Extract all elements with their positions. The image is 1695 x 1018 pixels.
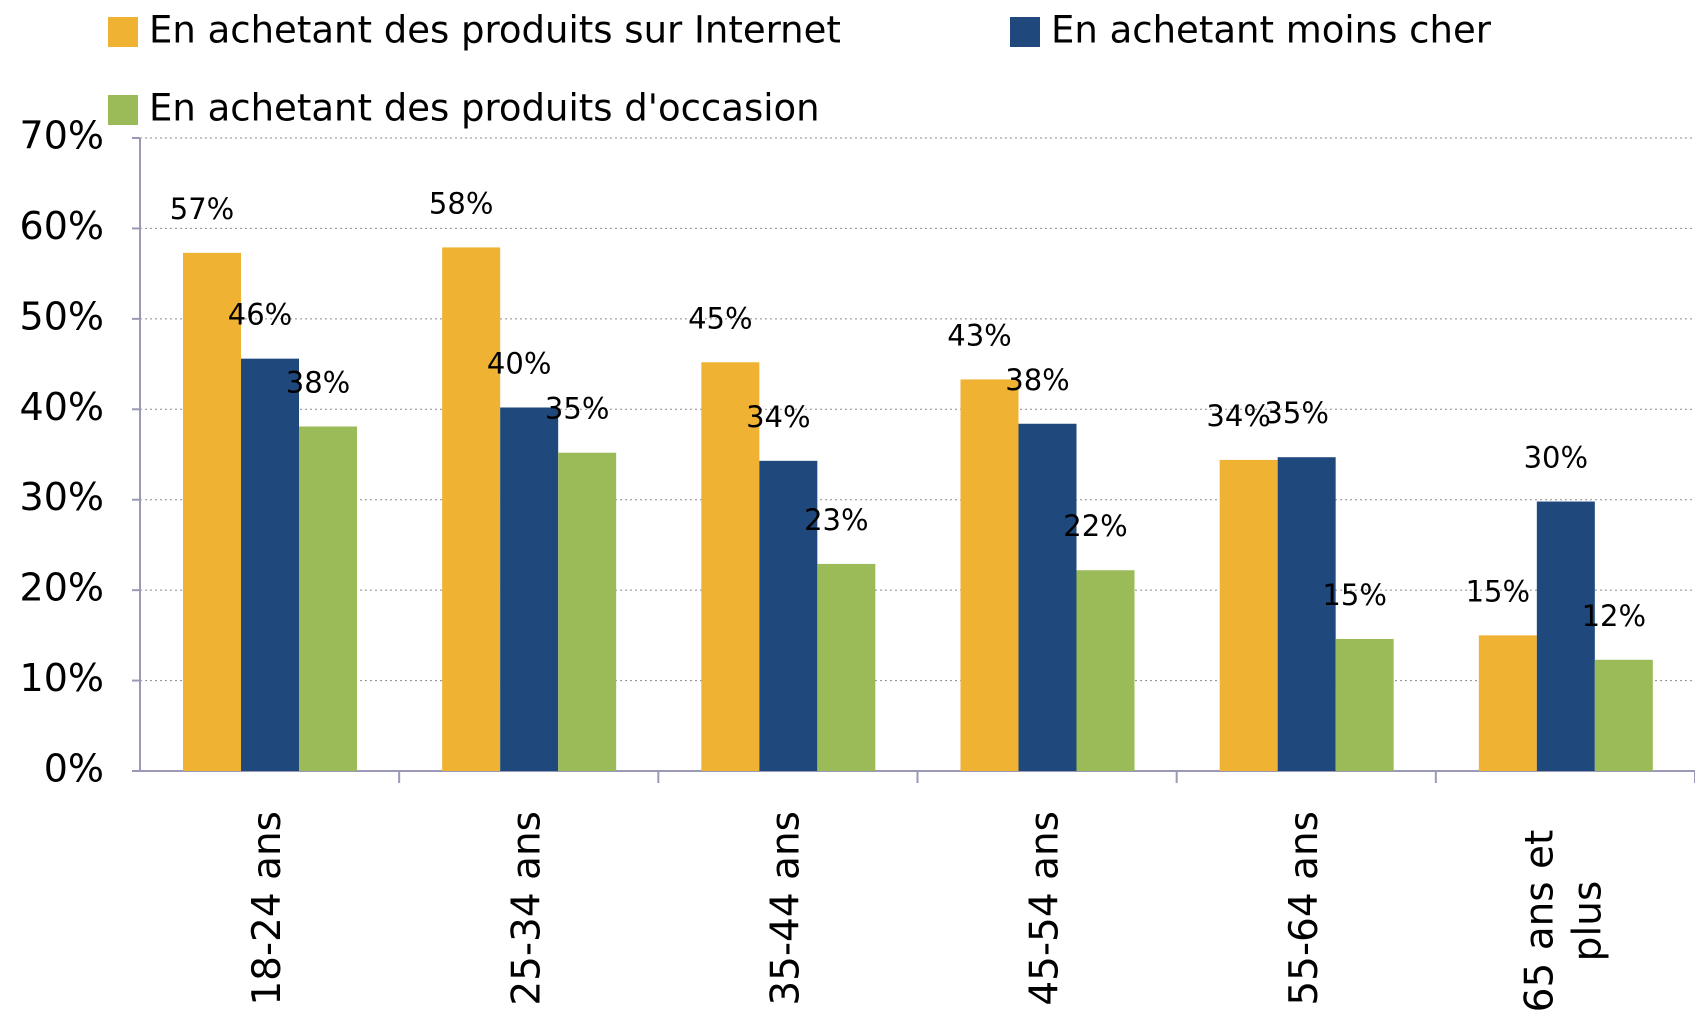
- y-tick-label: 0%: [44, 747, 104, 791]
- bar: [960, 379, 1019, 771]
- x-tick-label: 35-44 ans: [763, 811, 808, 1006]
- bar: [500, 407, 559, 771]
- bar: [183, 252, 241, 771]
- bar: [1076, 570, 1135, 771]
- data-label: 40%: [487, 346, 551, 380]
- x-tick-label: 65 ans etplus: [1517, 830, 1610, 1013]
- x-tick-label: 25-34 ans: [504, 811, 549, 1006]
- data-label: 15%: [1466, 574, 1530, 608]
- data-label: 30%: [1524, 441, 1588, 475]
- data-label: 45%: [688, 301, 752, 335]
- bar: [701, 362, 760, 771]
- data-label: 43%: [947, 318, 1011, 352]
- data-label: 58%: [429, 186, 493, 220]
- legend-label: En achetant des produits sur Internet: [149, 9, 841, 52]
- bar: [817, 563, 876, 771]
- bar: [1219, 459, 1278, 771]
- data-label: 57%: [170, 192, 234, 226]
- y-tick-label: 10%: [20, 656, 104, 700]
- legend-label: En achetant moins cher: [1051, 9, 1492, 52]
- bar: [241, 358, 299, 771]
- y-tick-label: 40%: [20, 385, 104, 429]
- bar: [1594, 659, 1653, 771]
- data-label: 35%: [1264, 396, 1328, 430]
- bar: [558, 452, 617, 771]
- y-tick-label: 30%: [20, 475, 104, 519]
- bar: [1478, 635, 1537, 771]
- data-label: 15%: [1322, 578, 1386, 612]
- legend-swatch: [108, 17, 138, 47]
- x-tick-label: 45-54 ans: [1023, 811, 1068, 1006]
- bar: [1536, 501, 1595, 771]
- data-label: 34%: [746, 400, 810, 434]
- x-tick-label: 18-24 ans: [245, 811, 290, 1006]
- bar: [1277, 457, 1336, 771]
- legend-swatch: [108, 95, 138, 125]
- x-tick-label: 55-64 ans: [1282, 811, 1327, 1006]
- bar: [299, 426, 357, 771]
- data-label: 12%: [1582, 599, 1646, 633]
- legend-label: En achetant des produits d'occasion: [149, 87, 820, 130]
- data-label: 22%: [1063, 509, 1127, 543]
- data-label: 38%: [286, 365, 350, 399]
- y-tick-label: 60%: [20, 204, 104, 248]
- y-tick-label: 70%: [20, 114, 104, 158]
- bar: [759, 460, 818, 771]
- data-label: 38%: [1005, 363, 1069, 397]
- data-label: 23%: [804, 503, 868, 537]
- data-label: 34%: [1206, 399, 1270, 433]
- y-tick-label: 50%: [20, 294, 104, 338]
- y-tick-label: 20%: [20, 566, 104, 610]
- bar: [442, 247, 501, 771]
- bar: [1018, 423, 1077, 771]
- bar: [1335, 638, 1394, 771]
- data-label: 35%: [545, 392, 609, 426]
- legend-swatch: [1010, 17, 1040, 47]
- data-label: 46%: [228, 298, 292, 332]
